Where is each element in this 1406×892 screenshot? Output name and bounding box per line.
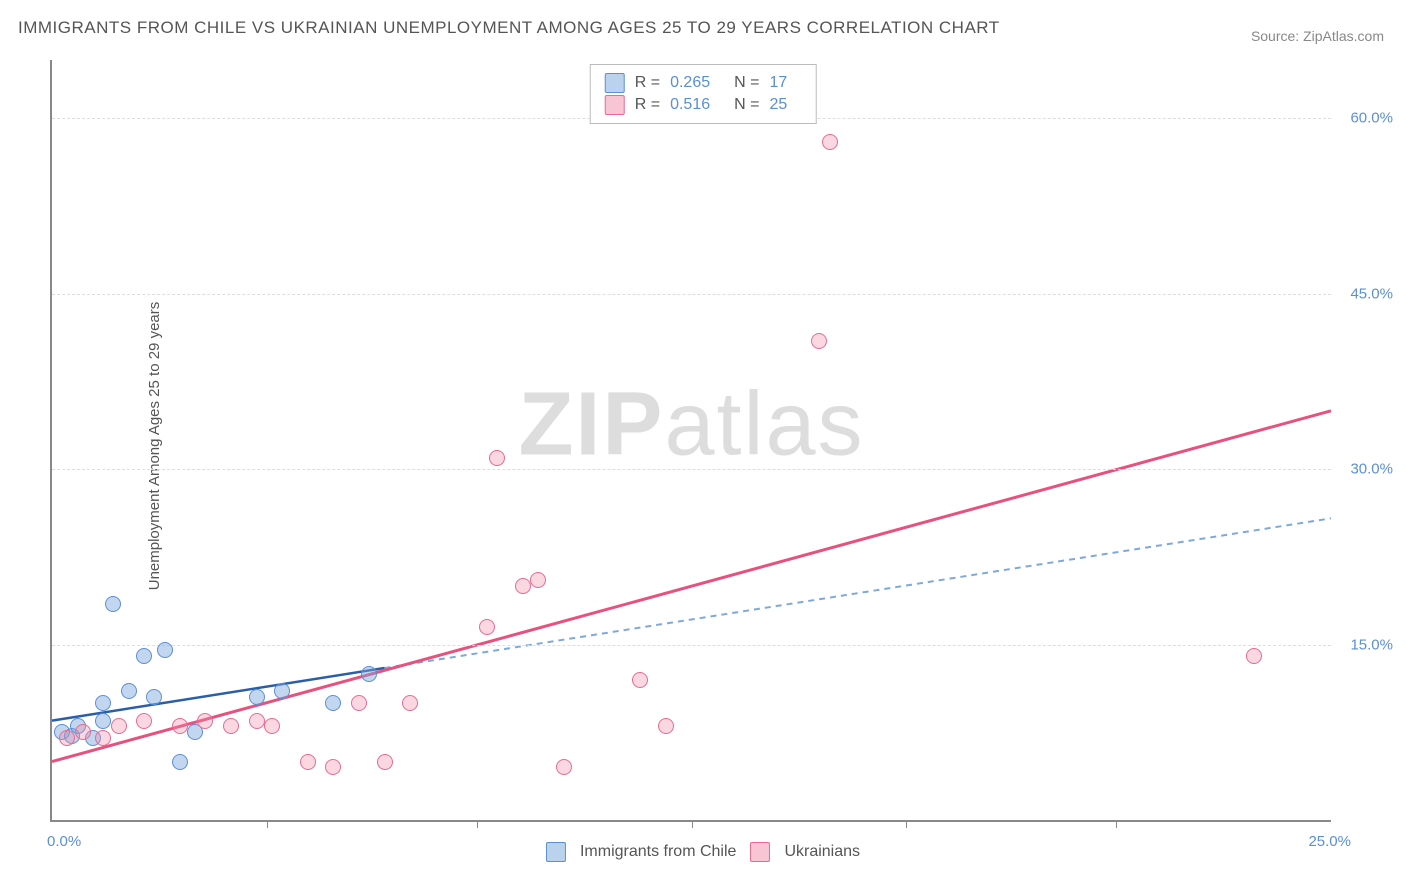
r-label: R = [635, 96, 660, 114]
data-point [121, 683, 137, 699]
data-point [136, 648, 152, 664]
x-tick-label: 25.0% [1308, 833, 1351, 850]
data-point [530, 572, 546, 588]
data-point [300, 754, 316, 770]
scatter-plot: ZIPatlas 15.0%30.0%45.0%60.0%0.0%25.0% [50, 60, 1331, 822]
n-label: N = [734, 74, 759, 92]
data-point [249, 689, 265, 705]
legend-label: Immigrants from Chile [580, 843, 736, 861]
data-point [197, 713, 213, 729]
chart-title: IMMIGRANTS FROM CHILE VS UKRAINIAN UNEMP… [18, 18, 1000, 38]
data-point [632, 672, 648, 688]
data-point [479, 619, 495, 635]
data-point [515, 578, 531, 594]
data-point [249, 713, 265, 729]
data-point [146, 689, 162, 705]
data-point [264, 718, 280, 734]
data-point [95, 713, 111, 729]
x-tick-label: 0.0% [47, 833, 81, 850]
data-point [325, 759, 341, 775]
data-point [822, 134, 838, 150]
y-tick-label: 30.0% [1350, 461, 1393, 478]
gridline [52, 294, 1331, 295]
series-legend: Immigrants from Chile Ukrainians [546, 842, 860, 862]
legend-row-ukrainians: R = 0.516 N = 25 [605, 95, 802, 115]
x-tick-mark [477, 820, 478, 828]
correlation-legend: R = 0.265 N = 17 R = 0.516 N = 25 [590, 64, 817, 124]
data-point [274, 683, 290, 699]
data-point [105, 596, 121, 612]
data-point [223, 718, 239, 734]
swatch-blue [605, 73, 625, 93]
data-point [95, 730, 111, 746]
data-point [172, 718, 188, 734]
data-point [136, 713, 152, 729]
data-point [172, 754, 188, 770]
legend-label: Ukrainians [784, 843, 860, 861]
swatch-blue [546, 842, 566, 862]
data-point [1246, 648, 1262, 664]
data-point [95, 695, 111, 711]
swatch-pink [750, 842, 770, 862]
x-tick-mark [267, 820, 268, 828]
data-point [402, 695, 418, 711]
data-point [157, 642, 173, 658]
data-point [59, 730, 75, 746]
data-point [111, 718, 127, 734]
data-point [811, 333, 827, 349]
data-point [377, 754, 393, 770]
y-tick-label: 45.0% [1350, 285, 1393, 302]
x-tick-mark [1116, 820, 1117, 828]
trend-lines-layer [52, 60, 1331, 820]
n-value: 17 [769, 74, 787, 92]
legend-row-chile: R = 0.265 N = 17 [605, 73, 802, 93]
n-label: N = [734, 96, 759, 114]
data-point [489, 450, 505, 466]
n-value: 25 [769, 96, 787, 114]
x-tick-mark [692, 820, 693, 828]
data-point [361, 666, 377, 682]
r-label: R = [635, 74, 660, 92]
gridline [52, 469, 1331, 470]
source-label: Source: ZipAtlas.com [1251, 28, 1384, 44]
swatch-pink [605, 95, 625, 115]
data-point [75, 724, 91, 740]
data-point [351, 695, 367, 711]
gridline [52, 645, 1331, 646]
r-value: 0.516 [670, 96, 710, 114]
y-tick-label: 60.0% [1350, 110, 1393, 127]
data-point [556, 759, 572, 775]
data-point [325, 695, 341, 711]
y-tick-label: 15.0% [1350, 636, 1393, 653]
r-value: 0.265 [670, 74, 710, 92]
x-tick-mark [906, 820, 907, 828]
data-point [658, 718, 674, 734]
watermark: ZIPatlas [518, 373, 864, 476]
